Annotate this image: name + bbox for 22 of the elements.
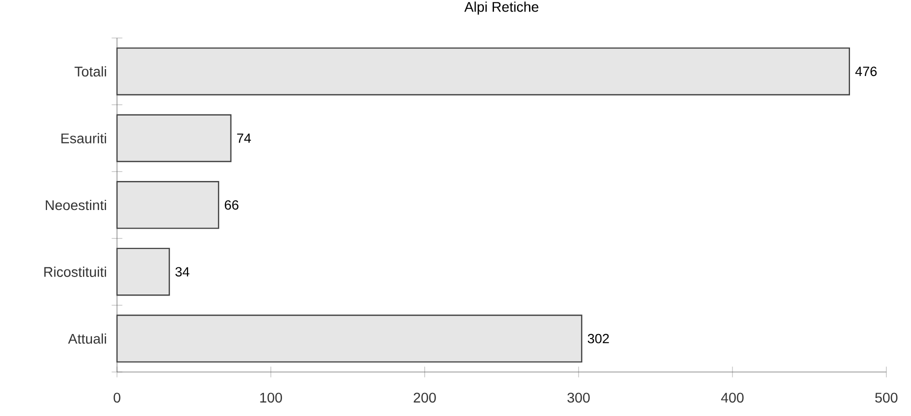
data-label: 302 [588, 334, 609, 344]
y-tick-label: Esauriti [61, 133, 106, 144]
bar [116, 114, 232, 162]
x-tick-label: 100 [260, 392, 282, 403]
data-label: 66 [224, 200, 238, 210]
y-tick-label: Neoestinti [46, 200, 106, 210]
chart-title: Alpi Retiche [464, 2, 538, 15]
y-tick-label: Attuali [68, 333, 106, 344]
x-tick-label: 200 [414, 392, 436, 403]
bar [116, 47, 850, 96]
bar [116, 248, 170, 296]
x-tick-label: 0 [114, 392, 120, 403]
bar [116, 314, 582, 363]
y-tick-label: Ricostituiti [44, 266, 106, 277]
x-tick-label: 300 [567, 392, 590, 403]
data-label: 74 [237, 134, 251, 143]
x-tick-label: 500 [875, 392, 898, 403]
bar [116, 181, 220, 229]
data-label: 34 [175, 267, 190, 277]
y-tick-label: Totali [74, 66, 106, 77]
data-label: 476 [855, 66, 877, 76]
x-tick-label: 400 [721, 392, 744, 403]
